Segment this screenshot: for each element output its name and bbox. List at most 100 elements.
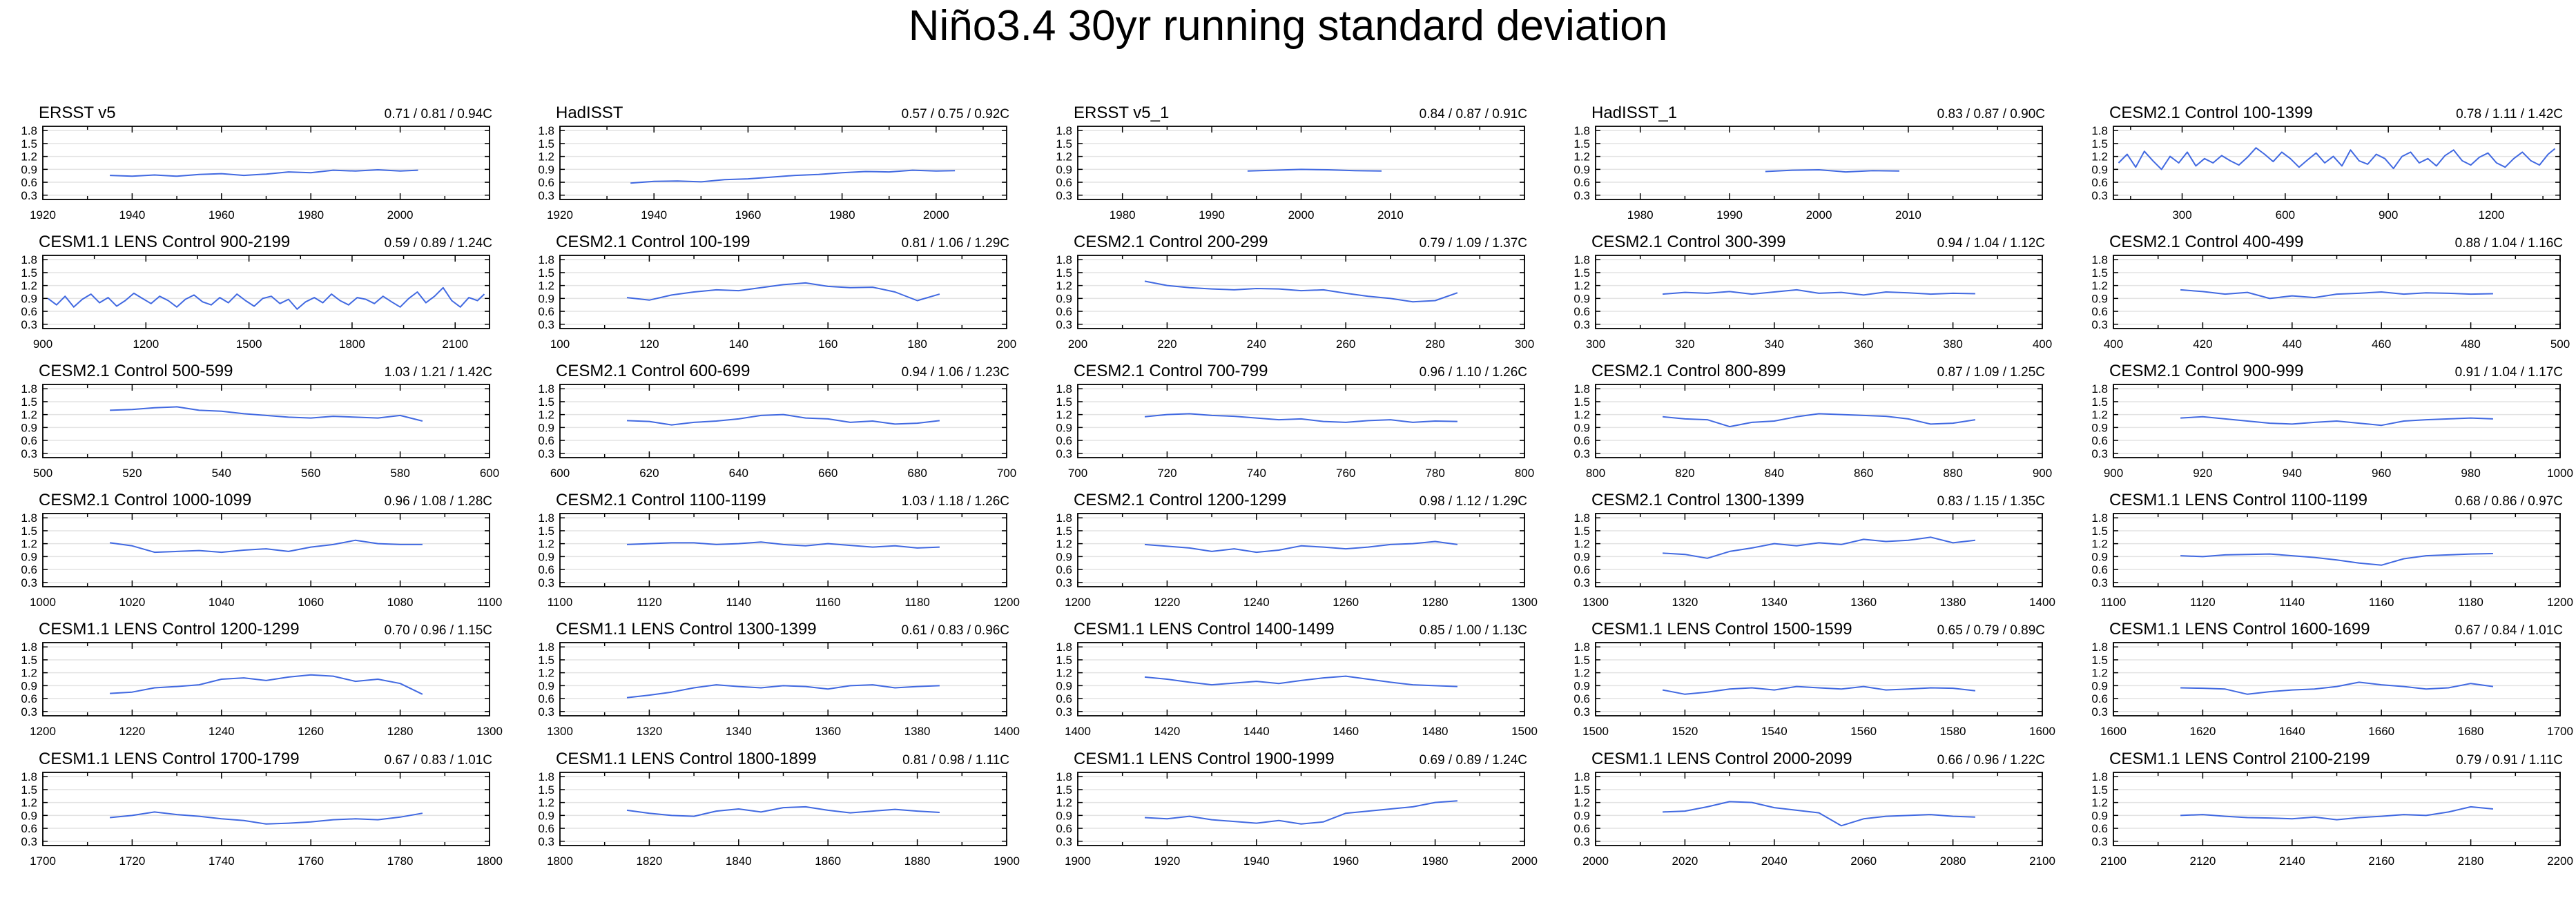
series-line xyxy=(2180,416,2493,427)
y-tick-label: 1.8 xyxy=(1056,770,1072,783)
x-tick-label: 1800 xyxy=(547,855,573,868)
chart-panel: CESM2.1 Control 1100-1199 1.03 / 1.18 / 1… xyxy=(538,491,1020,609)
x-tick-label: 1200 xyxy=(133,338,159,351)
plot-frame xyxy=(42,255,490,329)
x-tick-label: 720 xyxy=(1157,467,1176,480)
y-tick-label: 0.3 xyxy=(1056,318,1072,331)
y-tick-label: 0.9 xyxy=(2091,163,2108,176)
y-tick-label: 0.9 xyxy=(21,292,37,305)
x-tick-label: 460 xyxy=(2372,338,2391,351)
plot-frame xyxy=(1077,126,1525,200)
y-tick-label: 1.8 xyxy=(2091,253,2108,266)
y-tick-label: 0.6 xyxy=(538,563,554,576)
panel-title: CESM1.1 LENS Control 1400-1499 xyxy=(1074,620,1335,638)
y-tick-label: 1.8 xyxy=(538,382,554,396)
x-tick-label: 180 xyxy=(907,338,927,351)
y-tick-label: 0.3 xyxy=(2091,705,2108,719)
x-tick-label: 1280 xyxy=(1422,596,1449,609)
x-tick-label: 780 xyxy=(1425,467,1444,480)
x-tick-label: 1300 xyxy=(476,725,503,738)
panel-title: HadISST xyxy=(556,104,623,122)
x-tick-label: 1340 xyxy=(726,725,752,738)
y-tick-label: 0.9 xyxy=(1056,163,1072,176)
panel-stats: 0.59 / 0.89 / 1.24C xyxy=(385,236,492,251)
panel-stats: 1.03 / 1.18 / 1.26C xyxy=(902,494,1009,509)
chart-panel: CESM2.1 Control 400-499 0.88 / 1.04 / 1.1… xyxy=(2091,233,2570,351)
x-tick-label: 420 xyxy=(2193,338,2212,351)
series-line xyxy=(1144,675,1458,687)
y-tick-label: 0.3 xyxy=(21,835,37,848)
y-tick-label: 1.5 xyxy=(1573,137,1590,150)
panel-stats: 0.83 / 1.15 / 1.35C xyxy=(1937,494,2045,509)
series-line xyxy=(1144,280,1458,303)
panel-stats: 1.03 / 1.21 / 1.42C xyxy=(385,365,492,380)
y-tick-label: 0.6 xyxy=(2091,176,2108,189)
x-tick-label: 200 xyxy=(1068,338,1087,351)
y-tick-label: 1.2 xyxy=(538,538,554,551)
y-tick-label: 1.5 xyxy=(21,137,37,150)
x-tick-label: 1220 xyxy=(119,725,145,738)
plot-frame xyxy=(559,642,1007,716)
y-tick-label: 0.9 xyxy=(21,809,37,822)
x-tick-label: 1680 xyxy=(2458,725,2484,738)
y-tick-label: 1.8 xyxy=(2091,382,2108,396)
x-tick-label: 1960 xyxy=(735,208,762,222)
x-tick-label: 1980 xyxy=(298,208,324,222)
y-tick-label: 0.3 xyxy=(538,318,554,331)
x-tick-label: 1140 xyxy=(726,596,752,609)
plot-frame xyxy=(1077,772,1525,846)
x-tick-label: 1990 xyxy=(1199,208,1225,222)
x-tick-label: 540 xyxy=(212,467,231,480)
x-tick-label: 1220 xyxy=(1154,596,1180,609)
y-tick-label: 1.5 xyxy=(1056,396,1072,409)
chart-panel: CESM2.1 Control 700-799 0.96 / 1.10 / 1.2… xyxy=(1056,362,1534,480)
y-tick-label: 1.8 xyxy=(1056,382,1072,396)
panel-stats: 0.83 / 0.87 / 0.90C xyxy=(1937,107,2045,121)
panel-title: CESM1.1 LENS Control 1900-1999 xyxy=(1074,750,1335,768)
y-tick-label: 0.3 xyxy=(21,318,37,331)
x-tick-label: 280 xyxy=(1425,338,1444,351)
y-tick-label: 0.3 xyxy=(1573,835,1590,848)
y-tick-label: 1.2 xyxy=(21,280,37,293)
x-tick-label: 1880 xyxy=(904,855,931,868)
y-tick-label: 0.6 xyxy=(21,822,37,835)
x-tick-label: 1200 xyxy=(994,596,1020,609)
x-tick-label: 2140 xyxy=(2279,855,2305,868)
series-line xyxy=(110,406,423,422)
y-tick-label: 0.6 xyxy=(2091,563,2108,576)
y-tick-label: 0.3 xyxy=(2091,576,2108,589)
panel-title: ERSST v5 xyxy=(39,104,116,122)
panel-title: CESM2.1 Control 1300-1399 xyxy=(1591,491,1804,509)
series-line xyxy=(1144,800,1458,825)
y-tick-label: 0.9 xyxy=(2091,809,2108,822)
chart-panel: CESM2.1 Control 800-899 0.87 / 1.09 / 1.2… xyxy=(1573,362,2052,480)
y-tick-label: 0.9 xyxy=(21,421,37,434)
plot-frame xyxy=(42,772,490,846)
y-tick-label: 0.3 xyxy=(1056,576,1072,589)
y-tick-label: 0.6 xyxy=(1056,822,1072,835)
x-tick-label: 1640 xyxy=(2279,725,2305,738)
x-tick-label: 2060 xyxy=(1850,855,1877,868)
y-tick-label: 1.5 xyxy=(2091,396,2108,409)
x-tick-label: 1900 xyxy=(994,855,1020,868)
y-tick-label: 1.5 xyxy=(21,266,37,280)
chart-panel: CESM2.1 Control 1200-1299 0.98 / 1.12 / 1… xyxy=(1056,491,1538,609)
y-tick-label: 0.6 xyxy=(538,692,554,705)
chart-panel: CESM2.1 Control 100-199 0.81 / 1.06 / 1.2… xyxy=(538,233,1016,351)
y-tick-label: 1.8 xyxy=(538,253,554,266)
y-tick-label: 1.8 xyxy=(21,511,37,525)
panel-stats: 0.84 / 0.87 / 0.91C xyxy=(1420,107,1527,121)
y-tick-label: 1.2 xyxy=(2091,280,2108,293)
y-tick-label: 0.3 xyxy=(2091,318,2108,331)
x-tick-label: 1740 xyxy=(209,855,235,868)
x-tick-label: 1500 xyxy=(1582,725,1609,738)
panel-title: HadISST_1 xyxy=(1591,104,1677,122)
x-tick-label: 500 xyxy=(33,467,52,480)
x-tick-label: 620 xyxy=(639,467,659,480)
x-tick-label: 980 xyxy=(2461,467,2480,480)
plot-frame xyxy=(559,384,1007,458)
y-tick-label: 1.2 xyxy=(538,280,554,293)
x-tick-label: 2100 xyxy=(442,338,468,351)
x-tick-label: 1100 xyxy=(548,596,573,609)
